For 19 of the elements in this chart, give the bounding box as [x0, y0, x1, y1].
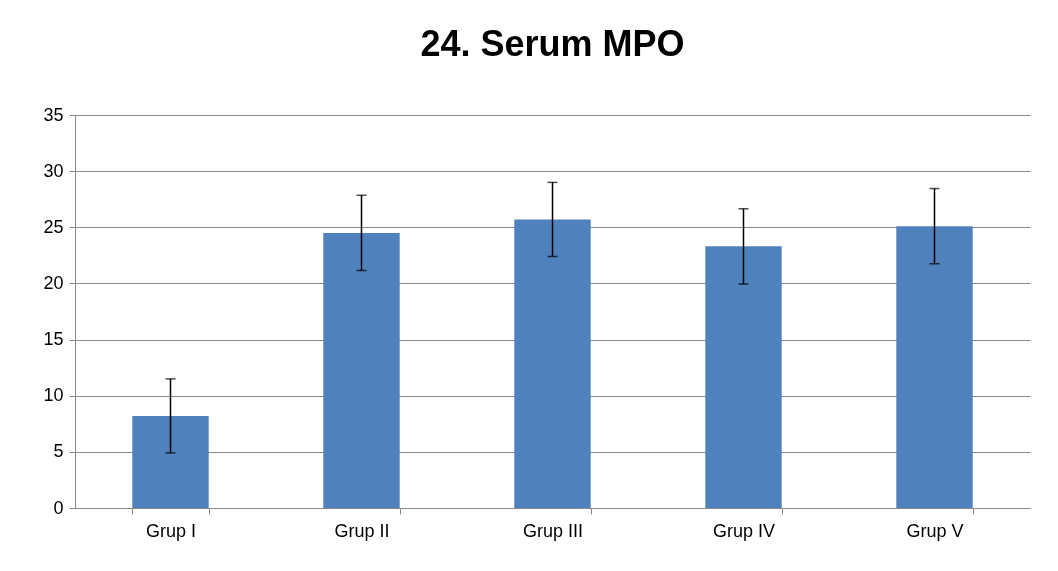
y-tick-label: 20 — [43, 272, 64, 293]
chart-title: 24. Serum MPO — [420, 23, 685, 64]
y-tick-label: 30 — [43, 160, 64, 181]
y-tick-label: 10 — [43, 385, 64, 406]
y-tick-label: 25 — [43, 216, 64, 237]
bar — [705, 246, 782, 508]
y-tick-label: 15 — [43, 329, 64, 350]
x-tick-label: Grup V — [906, 520, 964, 541]
y-tick-label: 35 — [43, 104, 64, 125]
x-tick-label: Grup II — [334, 520, 390, 541]
bar — [514, 219, 591, 508]
y-tick-label: 0 — [53, 497, 64, 518]
bar — [896, 226, 973, 508]
bar — [132, 415, 209, 508]
x-tick-label: Grup I — [145, 520, 197, 541]
bar — [323, 232, 400, 508]
y-tick-label: 5 — [53, 441, 64, 462]
x-tick-label: Grup III — [522, 520, 584, 541]
x-tick-label: Grup IV — [712, 520, 776, 541]
